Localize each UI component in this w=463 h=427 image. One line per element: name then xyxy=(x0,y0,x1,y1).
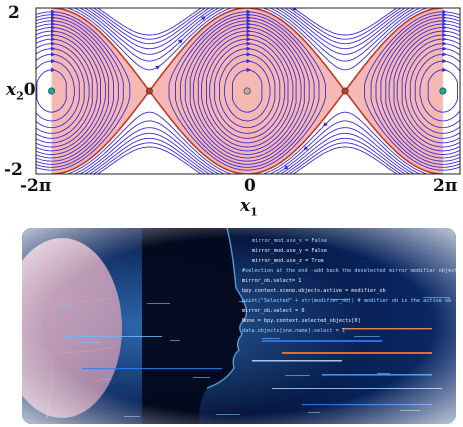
streamline xyxy=(92,8,402,40)
streamline xyxy=(179,17,315,165)
streamline-arrow xyxy=(266,180,268,181)
saddle-point-left xyxy=(145,87,153,95)
streamline xyxy=(393,30,460,152)
streamline xyxy=(88,137,406,174)
streamline xyxy=(36,11,131,171)
streamline xyxy=(79,8,416,55)
streamline-arrow xyxy=(303,145,309,151)
streamline xyxy=(36,48,85,134)
streamline xyxy=(419,60,460,122)
streamline xyxy=(232,69,263,113)
streamline xyxy=(36,30,101,152)
streamline-arrow xyxy=(323,121,328,127)
stable-equilibrium-center xyxy=(243,87,251,95)
phase-portrait xyxy=(35,2,461,186)
streamline xyxy=(388,27,460,155)
x-tick-left: -2π xyxy=(20,176,52,196)
streamline xyxy=(370,14,460,168)
streamline xyxy=(73,8,422,62)
x-axis-label: x1 xyxy=(240,196,258,219)
streamline xyxy=(364,11,460,171)
streamline xyxy=(209,43,286,139)
streamline-arrow xyxy=(225,2,227,3)
y-tick-zero: 0 xyxy=(23,80,36,100)
streamline xyxy=(401,38,460,144)
streamline xyxy=(36,69,67,113)
streamline xyxy=(36,60,75,122)
streamline xyxy=(83,8,411,50)
streamline xyxy=(36,23,110,159)
streamline xyxy=(175,14,320,168)
streamline xyxy=(36,111,460,174)
streamline xyxy=(83,132,411,174)
streamline xyxy=(73,120,422,174)
streamline xyxy=(96,146,398,174)
streamline-arrow xyxy=(207,178,209,179)
streamline xyxy=(36,53,80,129)
x-axis-subscript: 1 xyxy=(250,205,258,219)
streamline xyxy=(36,27,106,155)
streamline xyxy=(36,17,119,165)
streamline xyxy=(214,48,281,134)
streamline xyxy=(219,53,276,129)
streamline xyxy=(385,23,460,159)
streamline xyxy=(36,38,93,144)
equilibrium-points xyxy=(48,87,447,95)
streamline xyxy=(380,20,460,162)
y-axis-label: x20 xyxy=(6,80,36,103)
streamline xyxy=(184,20,310,162)
streamline-arrow xyxy=(283,164,289,170)
streamline-arrow xyxy=(155,65,161,70)
streamline xyxy=(36,20,114,162)
streamline xyxy=(36,14,124,168)
y-axis-letter: x xyxy=(6,80,17,100)
streamline xyxy=(414,53,460,129)
streamline xyxy=(223,60,271,122)
stable-equilibrium-right xyxy=(439,87,447,95)
x-axis-letter: x xyxy=(240,196,251,216)
streamline-arrow xyxy=(227,185,229,186)
streamline xyxy=(189,23,305,159)
saddle-point-right xyxy=(341,87,349,95)
y-tick-bottom: -2 xyxy=(4,160,23,180)
x-tick-right: 2π xyxy=(433,176,458,196)
streamline xyxy=(36,43,90,139)
ai-face-code-image: mirror_mod.use_x = Falsemirror_mod.use_y… xyxy=(22,228,456,424)
streamline xyxy=(201,34,294,148)
streamline xyxy=(396,34,460,148)
streamline xyxy=(427,69,458,113)
streamline xyxy=(197,30,297,152)
streamline xyxy=(409,48,460,134)
streamline xyxy=(404,43,460,139)
streamline xyxy=(96,8,398,36)
streamline xyxy=(92,142,402,174)
streamline xyxy=(168,11,326,171)
x-tick-mid: 0 xyxy=(244,176,256,196)
streamline xyxy=(79,127,416,174)
streamline xyxy=(375,17,460,165)
streamline-arrow xyxy=(177,39,183,44)
separatrix-curve xyxy=(51,8,443,174)
streamline xyxy=(36,34,98,148)
streamline xyxy=(192,27,302,155)
y-tick-top: 2 xyxy=(8,3,20,23)
y-axis-subscript: 2 xyxy=(16,89,24,103)
streamline xyxy=(206,38,289,144)
streamlines xyxy=(36,2,460,186)
streamline xyxy=(36,8,460,71)
streamline-arrow xyxy=(200,16,206,21)
stable-equilibrium-left xyxy=(48,87,56,95)
streamline xyxy=(88,8,406,45)
